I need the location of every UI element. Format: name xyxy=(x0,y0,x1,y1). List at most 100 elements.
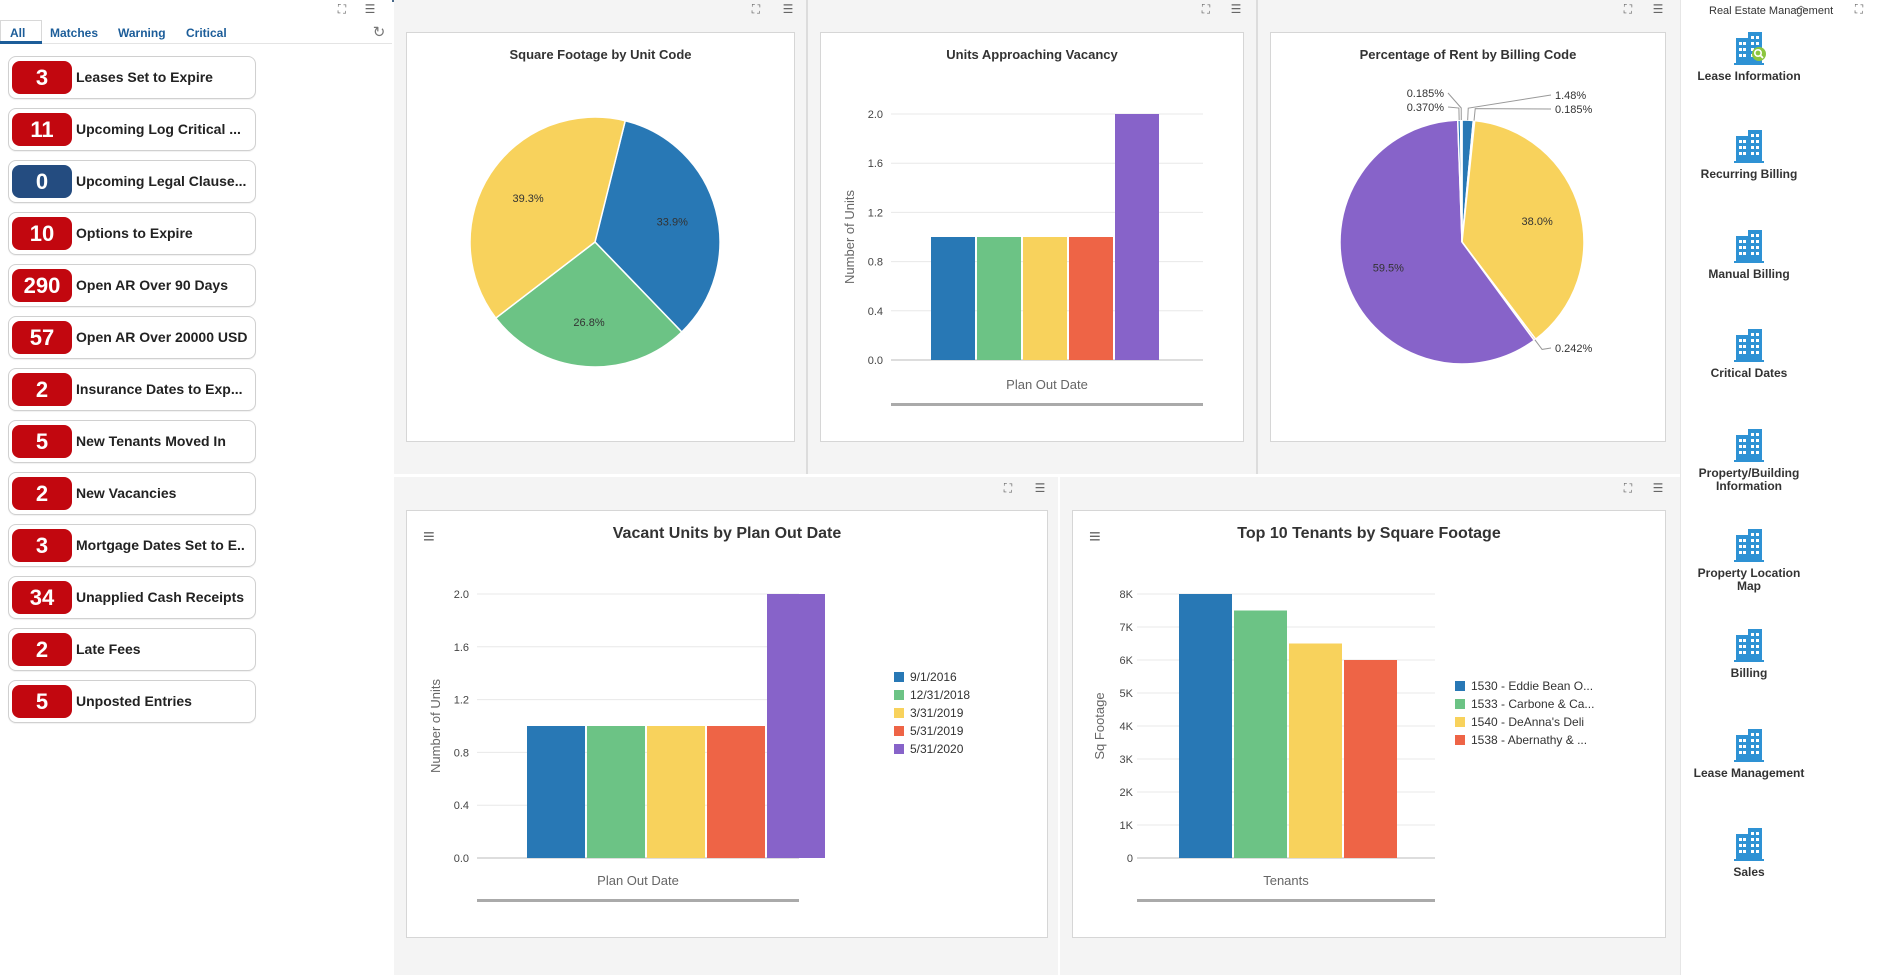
tab-all-box xyxy=(0,20,42,44)
expand-icon[interactable]: ⛶ xyxy=(1003,481,1013,495)
watchlist-item-label: Upcoming Legal Clause... xyxy=(76,173,247,189)
expand-icon[interactable]: ⛶ xyxy=(1623,2,1633,16)
options-icon[interactable]: ☰ xyxy=(364,2,376,16)
building-icon xyxy=(1734,230,1764,263)
watchlist-item[interactable]: 2 Insurance Dates to Exp... xyxy=(8,368,256,411)
building-icon xyxy=(1734,629,1764,662)
nav-item[interactable]: Sales xyxy=(1689,826,1809,879)
expand-icon[interactable]: ⛶ xyxy=(337,2,347,16)
y-tick-label: 0.8 xyxy=(868,257,883,269)
watchlist-item-label: Mortgage Dates Set to E.. xyxy=(76,537,245,553)
tab-warning[interactable]: Warning xyxy=(118,26,166,40)
nav-item[interactable]: Manual Billing xyxy=(1689,228,1809,281)
expand-icon[interactable]: ⛶ xyxy=(751,2,761,16)
watchlist-item[interactable]: 3 Leases Set to Expire xyxy=(8,56,256,99)
options-icon[interactable]: ☰ xyxy=(1652,481,1664,495)
nav-item-label: Lease Management xyxy=(1693,766,1805,780)
legend-label: 1538 - Abernathy & ... xyxy=(1471,733,1587,747)
refresh-icon[interactable]: ↻ xyxy=(372,24,386,41)
legend-swatch xyxy=(894,726,904,736)
watchlist-item[interactable]: 3 Mortgage Dates Set to E.. xyxy=(8,524,256,567)
watchlist-count-badge: 5 xyxy=(12,425,72,458)
y-tick-label: 1.2 xyxy=(868,207,883,219)
building-icon xyxy=(1734,429,1764,462)
y-tick-label: 2.0 xyxy=(868,109,883,121)
legend-swatch xyxy=(894,690,904,700)
options-icon[interactable]: ☰ xyxy=(1230,2,1242,16)
watchlist-item[interactable]: 10 Options to Expire xyxy=(8,212,256,255)
pie-slice-label: 0.185% xyxy=(1407,88,1445,100)
watchlist-count-badge: 0 xyxy=(12,165,72,198)
watchlist-item[interactable]: 34 Unapplied Cash Receipts xyxy=(8,576,256,619)
bar-chart: 0 1K 2K 3K 4K 5K 6K 7K 8K Sq Footage Tenants 1530 -… xyxy=(1092,589,1594,902)
nav-item[interactable]: Billing xyxy=(1689,627,1809,680)
watchlist-count-badge: 2 xyxy=(12,373,72,406)
watchlist-item[interactable]: 5 New Tenants Moved In xyxy=(8,420,256,463)
pane-separator xyxy=(806,0,808,475)
bar xyxy=(527,726,585,858)
nav-item[interactable]: Lease Information xyxy=(1689,30,1809,83)
legend-label: 3/31/2019 xyxy=(910,706,964,720)
hamburger-menu-icon[interactable]: ≡ xyxy=(1089,526,1101,548)
tab-all[interactable]: All xyxy=(10,26,26,40)
y-tick-label: 1K xyxy=(1120,820,1134,832)
chart-title: Square Footage by Unit Code xyxy=(509,47,692,62)
watchlist-count-badge: 11 xyxy=(12,113,72,146)
legend-label: 1540 - DeAnna's Deli xyxy=(1471,715,1584,729)
building-icon xyxy=(1734,130,1764,163)
nav-item[interactable]: Property/Building Information xyxy=(1689,427,1809,493)
watchlist-item-label: Open AR Over 20000 USD xyxy=(76,329,248,345)
pie-slice-label: 0.242% xyxy=(1555,343,1593,355)
tab-matches[interactable]: Matches xyxy=(50,26,99,40)
collapse-icon[interactable]: ︿ xyxy=(1794,0,1807,12)
nav-item[interactable]: Critical Dates xyxy=(1689,327,1809,380)
chart-title: Top 10 Tenants by Square Footage xyxy=(1237,525,1501,542)
watchlist-item-label: Insurance Dates to Exp... xyxy=(76,381,243,397)
chart-card-vacancy: Units Approaching Vacancy 0.0 0.4 0.8 1.2 1.… xyxy=(820,32,1244,442)
nav-item-label: Manual Billing xyxy=(1708,267,1790,281)
legend-swatch xyxy=(894,744,904,754)
watchlist-item[interactable]: 290 Open AR Over 90 Days xyxy=(8,264,256,307)
building-icon xyxy=(1734,529,1764,562)
watchlist-item-label: Unposted Entries xyxy=(76,693,192,709)
watchlist-item[interactable]: 11 Upcoming Log Critical ... xyxy=(8,108,256,151)
y-axis-title: Number of Units xyxy=(842,190,857,284)
y-tick-label: 1.6 xyxy=(454,642,469,654)
watchlist-item[interactable]: 5 Unposted Entries xyxy=(8,680,256,723)
options-icon[interactable]: ☰ xyxy=(1034,481,1046,495)
nav-item-label: Billing xyxy=(1730,666,1768,680)
watchlist-item[interactable]: 0 Upcoming Legal Clause... xyxy=(8,160,256,203)
bar xyxy=(1115,114,1159,360)
expand-icon[interactable]: ⛶ xyxy=(1201,2,1211,16)
chart-title: Vacant Units by Plan Out Date xyxy=(612,525,842,542)
y-tick-label: 0.4 xyxy=(868,306,883,318)
y-tick-label: 3K xyxy=(1120,754,1134,766)
legend-label: 9/1/2016 xyxy=(910,670,957,684)
x-axis-title: Tenants xyxy=(1263,873,1309,888)
hamburger-menu-icon[interactable]: ≡ xyxy=(423,526,435,548)
building-icon xyxy=(1734,828,1764,861)
pane-separator xyxy=(1256,0,1258,475)
bar xyxy=(1179,594,1232,858)
building-icon xyxy=(1734,729,1764,762)
watchlist-item[interactable]: 2 New Vacancies xyxy=(8,472,256,515)
y-axis-title: Sq Footage xyxy=(1092,692,1107,759)
watchlist-item[interactable]: 2 Late Fees xyxy=(8,628,256,671)
watchlist-item[interactable]: 57 Open AR Over 20000 USD xyxy=(8,316,256,359)
options-icon[interactable]: ☰ xyxy=(782,2,794,16)
pie-slice xyxy=(594,119,721,334)
y-tick-label: 0.0 xyxy=(454,853,469,865)
nav-item[interactable]: Property Location Map xyxy=(1689,527,1809,593)
legend-label: 12/31/2018 xyxy=(910,688,970,702)
expand-icon[interactable]: ⛶ xyxy=(1623,481,1633,495)
expand-icon[interactable]: ⛶ xyxy=(1854,2,1864,16)
watchlist-count-badge: 2 xyxy=(12,633,72,666)
legend-swatch xyxy=(1455,699,1465,709)
tab-critical[interactable]: Critical xyxy=(186,26,227,40)
options-icon[interactable]: ☰ xyxy=(1652,2,1664,16)
pie-leader-line xyxy=(1473,108,1552,121)
y-tick-label: 0.8 xyxy=(454,747,469,759)
nav-item[interactable]: Lease Management xyxy=(1689,727,1809,780)
nav-item[interactable]: Recurring Billing xyxy=(1689,128,1809,181)
pie-slice-label: 0.185% xyxy=(1555,104,1593,116)
